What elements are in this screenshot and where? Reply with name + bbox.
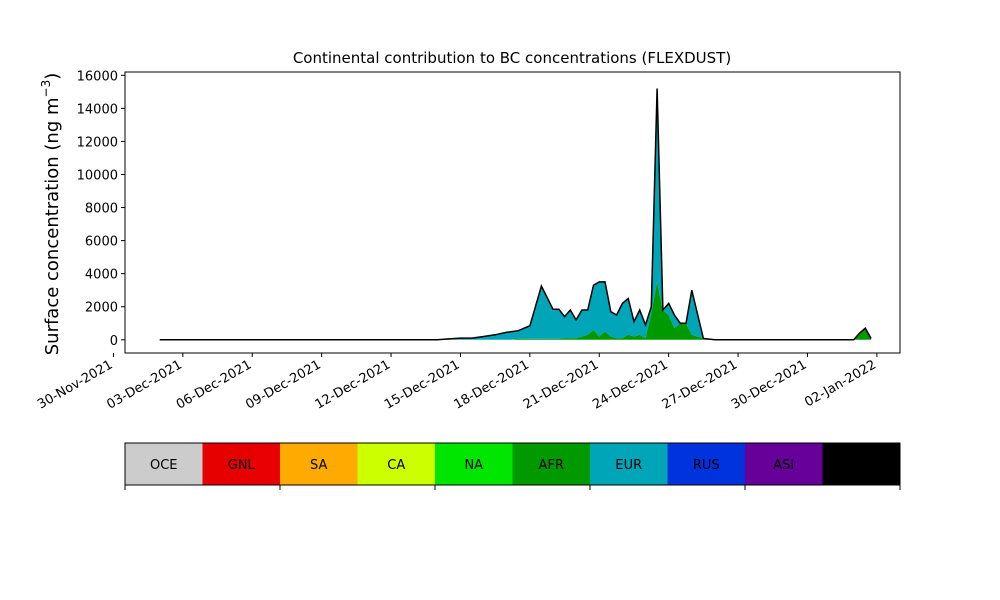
y-axis-label-close: ) [42, 73, 63, 80]
plot-area: 0 2000 4000 6000 8000 10000 12000 14000 16000 30… [35, 69, 901, 413]
y-tick-label: 10000 [77, 168, 118, 183]
x-tick-label: 03-Dec-2021 [104, 357, 184, 412]
y-tick-label: 6000 [85, 235, 118, 250]
colorbar-cell-aus [822, 443, 900, 485]
y-tick-label: 4000 [85, 268, 118, 283]
colorbar-cell-oce [125, 443, 203, 485]
x-tick-label: 24-Dec-2021 [590, 357, 670, 412]
colorbar-cell-afr [512, 443, 590, 485]
colorbar-label: NA [464, 458, 483, 473]
x-tick-label: 18-Dec-2021 [451, 357, 531, 412]
y-axis: 0 2000 4000 6000 8000 10000 12000 14000 16000 [77, 69, 125, 349]
colorbar-cell-na [435, 443, 513, 485]
x-tick-label: 06-Dec-2021 [174, 357, 254, 412]
colorbar-label: RUS [693, 458, 720, 473]
colorbar-label: AFR [539, 458, 564, 473]
colorbar-frame [124, 442, 901, 486]
colorbar-label: AUS [848, 458, 875, 473]
x-axis: 30-Nov-202103-Dec-202106-Dec-202109-Dec-… [35, 353, 879, 413]
plot-frame [124, 71, 901, 354]
chart-title: Continental contribution to BC concentra… [293, 49, 731, 67]
x-tick-label: 09-Dec-2021 [243, 357, 323, 412]
colorbar-label: SA [310, 458, 327, 473]
colorbar-cell-sa [280, 443, 358, 485]
y-axis-label-main: Surface concentration (ng m [42, 97, 63, 355]
colorbar-label: ASI [773, 458, 794, 473]
x-tick-label: 15-Dec-2021 [382, 357, 462, 412]
colorbar-cell-eur [590, 443, 668, 485]
y-tick-label: 8000 [85, 202, 118, 217]
x-tick-label: 12-Dec-2021 [313, 357, 393, 412]
x-tick-label: 21-Dec-2021 [521, 357, 601, 412]
y-tick-label: 12000 [77, 135, 118, 150]
x-tick-label: 30-Dec-2021 [729, 357, 809, 412]
y-axis-label: Surface concentration (ng m−3) [39, 73, 63, 356]
colorbar-cell-rus [667, 443, 745, 485]
x-tick-label: 02-Jan-2022 [802, 357, 879, 410]
x-tick-label: 30-Nov-2021 [35, 357, 115, 412]
y-tick-label: 0 [110, 334, 118, 349]
area-eur [159, 88, 872, 340]
x-tick-label: 27-Dec-2021 [660, 357, 740, 412]
colorbar-cell-asi [745, 443, 823, 485]
region-colorbar: OCE GNL SA CA NA AFR EUR RUS ASI AUS [124, 442, 901, 490]
colorbar-cell-gnl [202, 443, 280, 485]
colorbar-label: OCE [150, 458, 178, 473]
y-tick-label: 16000 [77, 69, 118, 84]
colorbar-cell-ca [357, 443, 435, 485]
y-tick-label: 14000 [77, 102, 118, 117]
y-axis-label-exponent: −3 [39, 80, 53, 98]
colorbar-label: CA [387, 458, 405, 473]
stacked-areas [159, 88, 872, 341]
colorbar-label: EUR [615, 458, 642, 473]
y-tick-label: 2000 [85, 301, 118, 316]
colorbar-label: GNL [228, 458, 256, 473]
total-line [159, 88, 872, 341]
